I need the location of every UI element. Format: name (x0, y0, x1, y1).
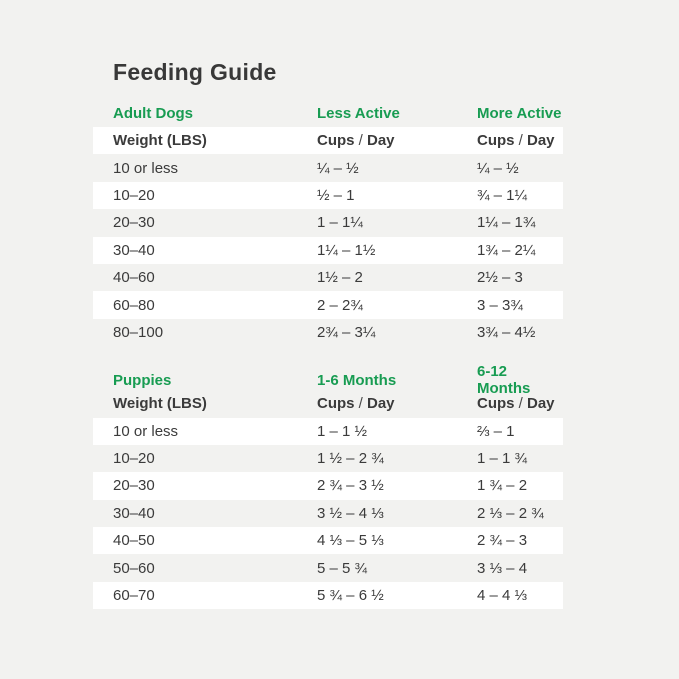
cups-value-cell: ¼ – ½ (317, 159, 359, 177)
weight-cell: 40–50 (113, 532, 155, 550)
cups-value-cell: 1 – 1¼ (317, 214, 363, 232)
cups-value-cell: 1 ¾ – 2 (477, 477, 528, 495)
cups-value-cell: 4 ⅓ – 5 ⅓ (317, 532, 384, 550)
weight-cell: 10 or less (113, 159, 179, 177)
table-row: 20–30 1 – 1¼ 1¼ – 1¾ (93, 209, 563, 236)
weight-cell: 10–20 (113, 186, 155, 204)
table-header-row: Weight (LBS) Cups / Day Cups / Day (93, 127, 563, 155)
adult-feeding-table: Weight (LBS) Cups / Day Cups / Day 10 or le… (93, 127, 563, 346)
weight-header-cell: Weight (LBS) (113, 395, 207, 413)
cups-value-cell: 1¼ – 1½ (317, 241, 376, 259)
table-row: 10–20 ½ – 1 ¾ – 1¼ (93, 181, 563, 210)
puppies-section: Puppies 1-6 Months 6-12 Months Weight (L… (93, 363, 563, 610)
content-area: Adult Dogs Less Active More Active Weigh… (93, 100, 563, 610)
cups-value-cell: 2 ¾ – 3 ½ (317, 477, 384, 495)
cups-value-cell: 2 ¾ – 3 (477, 532, 528, 550)
cups-value-cell: 3 ½ – 4 ⅓ (317, 504, 384, 522)
table-row: 40–50 4 ⅓ – 5 ⅓ 2 ¾ – 3 (93, 527, 563, 555)
slash-separator: / (358, 395, 363, 413)
cups-day-header-cell: Cups / Day (317, 132, 395, 150)
weight-cell: 60–70 (113, 587, 155, 605)
weight-cell: 10 or less (113, 422, 179, 440)
cups-value-cell: 1 – 1 ¾ (477, 450, 528, 468)
cups-value-cell: 2¾ – 3¼ (317, 323, 376, 341)
weight-cell: 50–60 (113, 559, 155, 577)
table-row: 30–40 3 ½ – 4 ⅓ 2 ⅓ – 2 ¾ (93, 500, 563, 527)
weight-header-cell: Weight (LBS) (113, 132, 207, 150)
weight-cell: 30–40 (113, 241, 155, 259)
cups-value-cell: ¼ – ½ (477, 159, 519, 177)
column-header-6-12-months: 6-12 Months (477, 363, 531, 398)
table-row: 10 or less 1 – 1 ½ ⅔ – 1 (93, 417, 563, 445)
table-row: 10–20 1 ½ – 2 ¾ 1 – 1 ¾ (93, 445, 563, 472)
cups-value-cell: 1 ½ – 2 ¾ (317, 450, 384, 468)
weight-cell: 80–100 (113, 323, 164, 341)
cups-value-cell: 1¾ – 2¼ (477, 241, 536, 259)
cups-value-cell: 4 – 4 ⅓ (477, 587, 528, 605)
cups-value-cell: 3 ⅓ – 4 (477, 559, 528, 577)
cups-value-cell: ⅔ – 1 (477, 422, 515, 440)
table-row: 50–60 5 – 5 ¾ 3 ⅓ – 4 (93, 554, 563, 581)
cups-value-cell: ¾ – 1¼ (477, 186, 528, 204)
cups-value-cell: 2½ – 3 (477, 269, 523, 287)
table-row: 40–60 1½ – 2 2½ – 3 (93, 264, 563, 291)
cups-value-cell: 5 – 5 ¾ (317, 559, 368, 577)
table-row: 60–70 5 ¾ – 6 ½ 4 – 4 ⅓ (93, 581, 563, 610)
table-row: 80–100 2¾ – 3¼ 3¾ – 4½ (93, 319, 563, 346)
table-row: 20–30 2 ¾ – 3 ½ 1 ¾ – 2 (93, 472, 563, 500)
table-row: 60–80 2 – 2¾ 3 – 3¾ (93, 291, 563, 319)
adult-dogs-section: Adult Dogs Less Active More Active Weigh… (93, 100, 563, 346)
weight-cell: 30–40 (113, 504, 155, 522)
weight-cell: 10–20 (113, 450, 155, 468)
column-header-less-active: Less Active (317, 105, 400, 122)
weight-cell: 20–30 (113, 214, 155, 232)
table-row: 30–40 1¼ – 1½ 1¾ – 2¼ (93, 236, 563, 264)
puppies-feeding-table: Weight (LBS) Cups / Day Cups / Day 10 or le… (93, 390, 563, 610)
cups-day-header-cell: Cups / Day (477, 132, 555, 150)
weight-cell: 40–60 (113, 269, 155, 287)
slash-separator: / (518, 132, 523, 150)
cups-day-header-cell: Cups / Day (317, 395, 395, 413)
page-title: Feeding Guide (113, 59, 277, 85)
puppies-section-header-row: Puppies 1-6 Months 6-12 Months (93, 363, 563, 397)
section-label-adult-dogs: Adult Dogs (113, 105, 193, 122)
cups-value-cell: 2 – 2¾ (317, 296, 363, 314)
cups-value-cell: ½ – 1 (317, 186, 355, 204)
cups-value-cell: 1½ – 2 (317, 269, 363, 287)
cups-value-cell: 2 ⅓ – 2 ¾ (477, 504, 544, 522)
weight-cell: 20–30 (113, 477, 155, 495)
cups-value-cell: 1 – 1 ½ (317, 422, 368, 440)
adult-section-header-row: Adult Dogs Less Active More Active (93, 100, 563, 127)
weight-cell: 60–80 (113, 296, 155, 314)
slash-separator: / (358, 132, 363, 150)
cups-value-cell: 3 – 3¾ (477, 296, 523, 314)
cups-day-header-cell: Cups / Day (477, 395, 555, 413)
section-label-puppies: Puppies (113, 371, 172, 389)
cups-value-cell: 1¼ – 1¾ (477, 214, 536, 232)
column-header-1-6-months: 1-6 Months (317, 371, 397, 389)
cups-value-cell: 5 ¾ – 6 ½ (317, 587, 384, 605)
column-header-more-active: More Active (477, 105, 562, 122)
slash-separator: / (518, 395, 523, 413)
table-row: 10 or less ¼ – ½ ¼ – ½ (93, 154, 563, 181)
cups-value-cell: 3¾ – 4½ (477, 323, 536, 341)
table-header-row: Weight (LBS) Cups / Day Cups / Day (93, 390, 563, 417)
